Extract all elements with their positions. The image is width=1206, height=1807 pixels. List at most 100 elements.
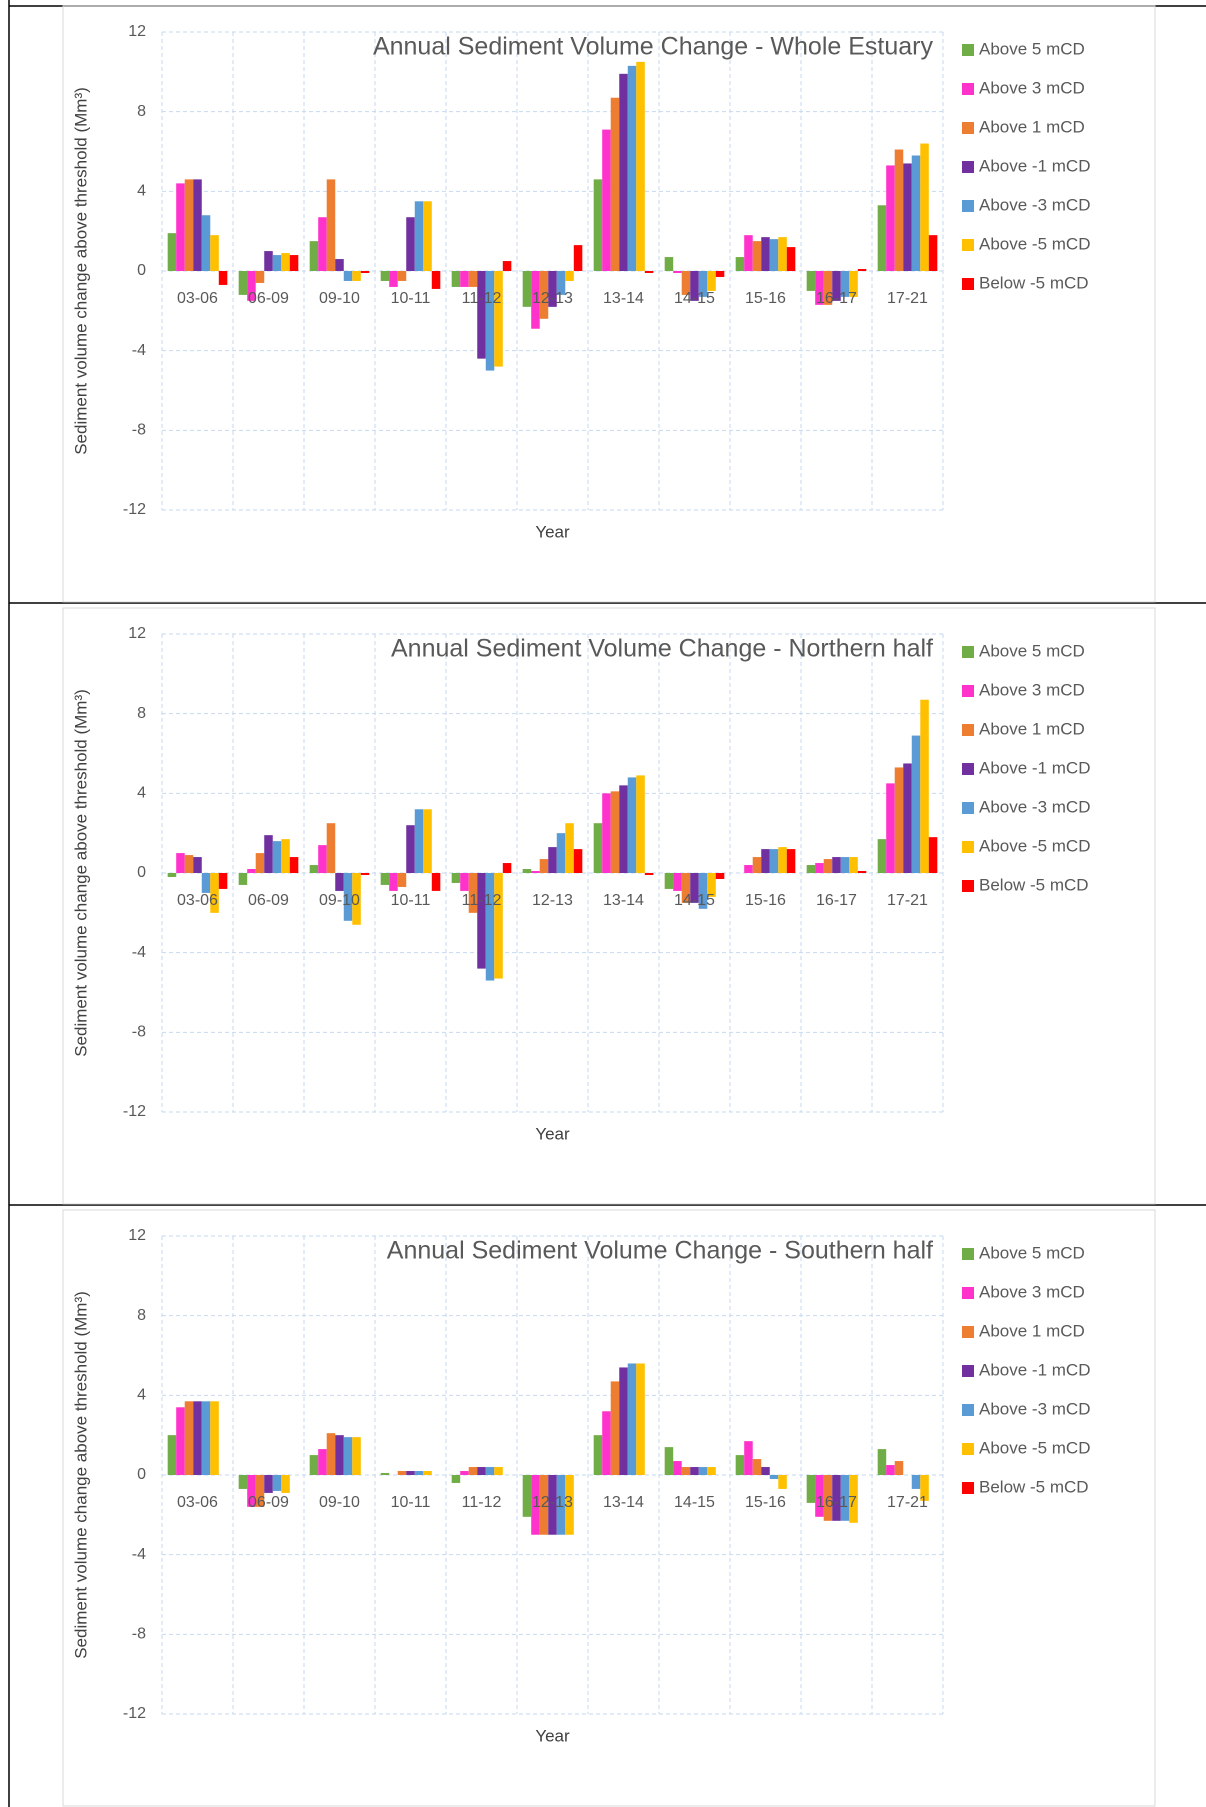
bar [735, 257, 745, 271]
x-tick-label: 13-14 [603, 290, 644, 307]
bar [761, 849, 770, 873]
bar [832, 857, 841, 873]
y-axis-label: Sediment volume change above threshold (… [71, 689, 90, 1057]
bar [414, 1471, 424, 1475]
y-axis-label: Sediment volume change above threshold (… [71, 1291, 90, 1659]
x-tick-label: 12-13 [532, 1494, 573, 1511]
legend-swatch [962, 1326, 974, 1338]
bar [176, 1407, 185, 1475]
bar [176, 853, 185, 873]
bar [636, 1363, 645, 1475]
bar [184, 1401, 194, 1475]
legend-label: Above 5 mCD [979, 39, 1085, 58]
bar [715, 271, 725, 277]
bar [451, 1475, 461, 1483]
bar [602, 1411, 611, 1475]
bar [281, 253, 290, 271]
x-tick-label: 12-13 [532, 290, 573, 307]
legend-label: Below -5 mCD [979, 1477, 1089, 1496]
bar [468, 271, 478, 287]
bar [920, 1475, 929, 1501]
bar [610, 791, 620, 873]
bar [823, 271, 833, 305]
legend-label: Above -1 mCD [979, 156, 1090, 175]
bar [460, 873, 469, 891]
legend-swatch [962, 685, 974, 697]
bar [326, 823, 336, 873]
legend-swatch [962, 646, 974, 658]
bar [264, 835, 273, 873]
bar [167, 233, 177, 271]
bar [877, 205, 887, 271]
legend-label: Above -5 mCD [979, 1438, 1090, 1457]
bar [664, 257, 674, 271]
x-axis-label: Year [535, 1726, 570, 1745]
x-tick-label: 06-09 [248, 290, 289, 307]
y-tick-label: -12 [123, 1705, 146, 1722]
bar [289, 255, 299, 271]
legend-swatch [962, 763, 974, 775]
bar [389, 271, 398, 287]
bar [715, 873, 725, 879]
bar [778, 237, 787, 271]
y-axis-label: Sediment volume change above threshold (… [71, 87, 90, 455]
bar [326, 179, 336, 271]
x-tick-label: 06-09 [248, 1494, 289, 1511]
bar [920, 143, 929, 271]
bar [911, 735, 921, 873]
bar [451, 873, 461, 883]
chart: -12 -8 -4 0 4 8 12 03-06 06-09 09-10 10-11 11-12 12-… [62, 5, 1156, 603]
bar [644, 873, 654, 875]
legend-label: Above 1 mCD [979, 117, 1085, 136]
y-tick-label: -8 [132, 1626, 146, 1643]
bar [451, 271, 461, 287]
bar [619, 1367, 628, 1475]
bar [698, 873, 708, 909]
bar [380, 1473, 390, 1475]
y-tick-label: 0 [137, 864, 146, 881]
bar [281, 1475, 290, 1493]
bar [264, 251, 273, 271]
bar [485, 271, 495, 371]
x-tick-label: 09-10 [319, 1494, 360, 1511]
bar [627, 777, 637, 873]
bar [673, 873, 682, 891]
x-tick-label: 10-11 [391, 892, 431, 909]
bar [815, 271, 824, 305]
bar [218, 873, 228, 889]
y-tick-label: -8 [132, 1024, 146, 1041]
bar [920, 699, 929, 873]
bar [468, 873, 478, 913]
y-tick-label: -12 [123, 501, 146, 518]
y-tick-label: 12 [128, 23, 146, 40]
bar [698, 1467, 708, 1475]
bar [193, 179, 202, 271]
bar [636, 775, 645, 873]
legend-label: Below -5 mCD [979, 273, 1089, 292]
bar [886, 1465, 895, 1475]
bar [698, 271, 708, 297]
bar [289, 857, 299, 873]
bar [806, 271, 816, 291]
x-tick-label: 14-15 [674, 892, 715, 909]
y-tick-label: 8 [137, 103, 146, 120]
bar [928, 837, 938, 873]
x-tick-label: 09-10 [319, 290, 360, 307]
bar [602, 793, 611, 873]
y-tick-label: 4 [137, 183, 146, 200]
bar [238, 873, 248, 885]
bar [247, 271, 256, 301]
bar [636, 61, 645, 271]
x-tick-label: 16-17 [816, 1494, 857, 1511]
bar [786, 247, 796, 271]
x-tick-label: 09-10 [319, 892, 360, 909]
x-tick-label: 13-14 [603, 1494, 644, 1511]
bar [735, 1455, 745, 1475]
bar [397, 1471, 407, 1475]
x-tick-label: 03-06 [177, 290, 218, 307]
bar [903, 763, 912, 873]
bar [778, 1475, 787, 1489]
y-tick-label: 4 [137, 1387, 146, 1404]
bar [593, 179, 603, 271]
bar [619, 73, 628, 271]
